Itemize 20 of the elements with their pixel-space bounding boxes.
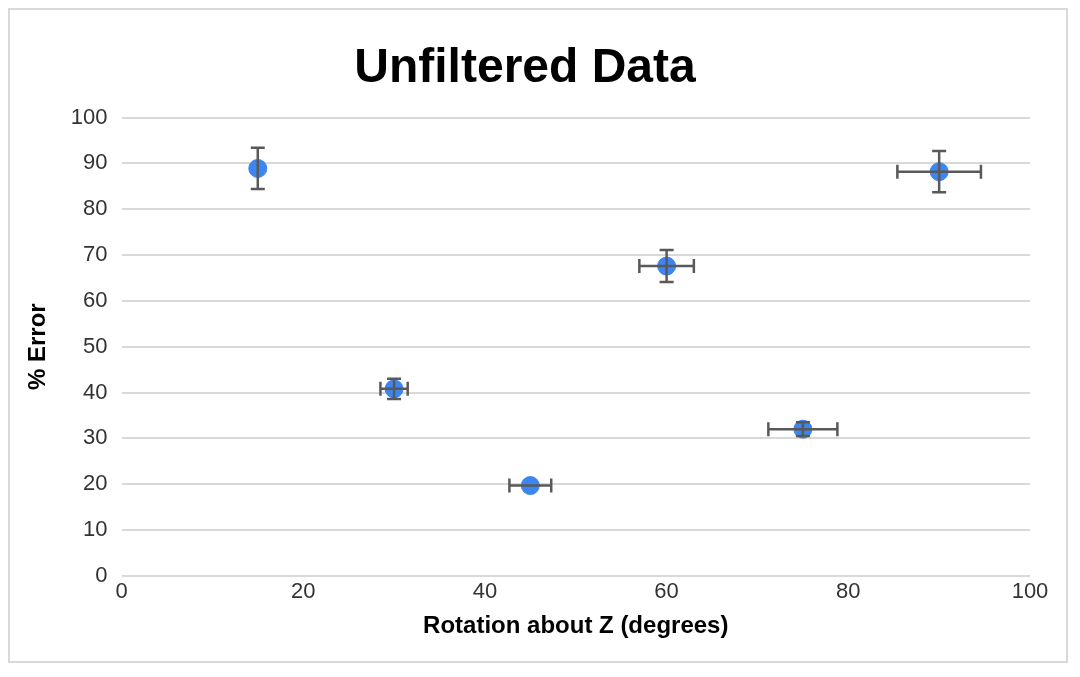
y-tick-label: 70: [83, 241, 108, 267]
y-tick-label: 60: [83, 286, 108, 312]
y-tick-label: 20: [83, 470, 108, 496]
y-tick-label: 50: [83, 332, 108, 358]
y-axis-title: % Error: [23, 303, 51, 391]
chart-title: Unfiltered Data: [354, 39, 696, 93]
x-tick-label: 100: [1011, 578, 1049, 604]
y-tick-label: 30: [83, 424, 108, 450]
y-tick-label: 40: [83, 378, 108, 404]
y-tick-label: 80: [83, 195, 108, 221]
y-tick-label: 0: [95, 561, 108, 587]
x-axis-title: Rotation about Z (degrees): [423, 611, 729, 639]
y-tick-label: 10: [83, 516, 108, 542]
x-tick-label: 60: [654, 578, 679, 604]
y-tick-label: 100: [70, 103, 108, 129]
y-tick-label: 90: [83, 149, 108, 175]
x-tick-label: 0: [115, 578, 128, 604]
x-tick-label: 40: [472, 578, 498, 604]
x-tick-label: 80: [836, 578, 861, 604]
x-tick-label: 20: [290, 578, 316, 604]
